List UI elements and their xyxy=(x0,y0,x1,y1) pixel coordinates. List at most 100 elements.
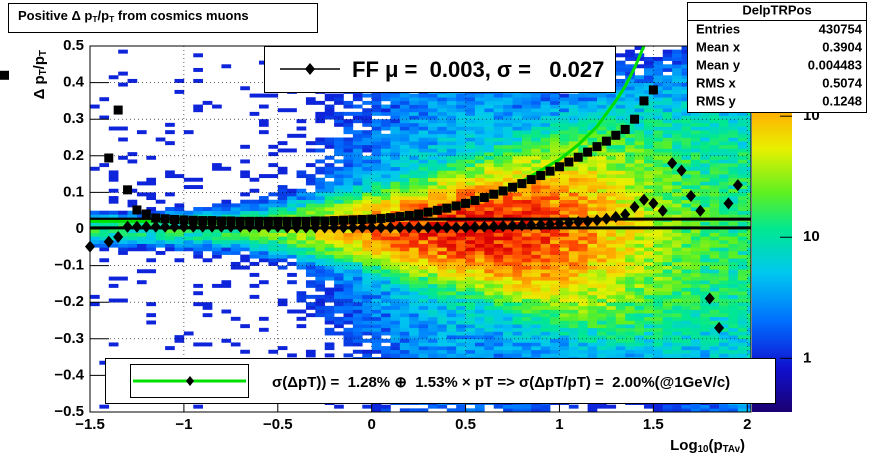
heatmap-cell xyxy=(521,338,532,343)
heatmap-cell xyxy=(136,221,147,226)
heatmap-cell xyxy=(747,261,751,266)
heatmap-cell xyxy=(202,302,213,307)
heatmap-cell xyxy=(334,188,344,193)
heatmap-cell xyxy=(446,144,457,149)
heatmap-cell xyxy=(737,137,748,142)
heatmap-cell xyxy=(474,236,485,241)
heatmap-cell xyxy=(737,294,748,299)
heatmap-cell xyxy=(390,115,401,120)
heatmap-cell xyxy=(183,210,194,215)
heatmap-cell xyxy=(559,108,570,113)
heatmap-cell xyxy=(446,177,457,182)
marker xyxy=(432,205,442,215)
heatmap-cell xyxy=(597,181,607,186)
heatmap-cell xyxy=(493,247,504,252)
heatmap-cell xyxy=(690,320,701,325)
heatmap-cell xyxy=(568,269,579,274)
heatmap-cell xyxy=(371,261,382,266)
heatmap-cell xyxy=(634,170,645,175)
heatmap-cell xyxy=(606,243,617,248)
heatmap-cell xyxy=(559,210,570,215)
heatmap-cell xyxy=(503,261,513,266)
heatmap-cell xyxy=(221,210,232,215)
heatmap-cell xyxy=(747,232,751,237)
heatmap-cell xyxy=(324,93,335,98)
heatmap-cell xyxy=(305,283,316,288)
heatmap-cell xyxy=(615,291,626,296)
heatmap-cell xyxy=(456,250,466,255)
heatmap-cell xyxy=(371,327,382,332)
heatmap-cell xyxy=(540,313,551,318)
heatmap-cell xyxy=(681,207,692,211)
heatmap-cell xyxy=(550,214,560,219)
heatmap-cell xyxy=(737,335,748,340)
heatmap-cell xyxy=(700,302,710,307)
heatmap-cell xyxy=(456,232,466,237)
heatmap-cell xyxy=(437,287,448,292)
heatmap-cell xyxy=(672,144,682,149)
heatmap-cell xyxy=(381,119,391,124)
heatmap-cell xyxy=(240,210,250,215)
heatmap-cell xyxy=(737,302,748,307)
heatmap-cell xyxy=(146,243,157,248)
heatmap-cell xyxy=(343,335,354,340)
heatmap-cell xyxy=(352,137,363,142)
heatmap-cell xyxy=(550,203,560,208)
heatmap-cell xyxy=(428,272,438,277)
heatmap-cell xyxy=(465,203,476,208)
heatmap-cell xyxy=(390,185,401,190)
heatmap-cell xyxy=(183,130,194,135)
heatmap-cell xyxy=(737,404,748,409)
heatmap-cell xyxy=(371,133,382,138)
heatmap-cell xyxy=(381,316,391,321)
heatmap-cell xyxy=(587,316,598,321)
heatmap-cell xyxy=(559,137,570,142)
heatmap-cell xyxy=(146,247,157,252)
heatmap-cell xyxy=(728,148,739,153)
heatmap-cell xyxy=(456,155,466,160)
heatmap-cell xyxy=(700,163,710,168)
heatmap-cell xyxy=(362,302,372,307)
heatmap-cell xyxy=(362,265,372,270)
heatmap-cell xyxy=(672,247,682,252)
heatmap-cell xyxy=(287,272,297,277)
heatmap-cell xyxy=(484,111,495,116)
heatmap-cell xyxy=(428,148,438,153)
heatmap-cell xyxy=(437,302,448,307)
heatmap-cell xyxy=(540,239,551,244)
heatmap-cell xyxy=(493,276,504,281)
heatmap-cell xyxy=(146,236,157,241)
heatmap-cell xyxy=(362,174,372,179)
heatmap-cell xyxy=(709,133,720,138)
heatmap-cell xyxy=(587,302,598,307)
heatmap-cell xyxy=(625,181,635,186)
heatmap-cell xyxy=(305,269,316,274)
heatmap-cell xyxy=(625,210,635,215)
heatmap-cell xyxy=(625,254,635,259)
heatmap-cell xyxy=(352,324,363,329)
heatmap-cell xyxy=(653,210,664,215)
heatmap-cell xyxy=(681,320,692,325)
heatmap-cell xyxy=(428,170,438,175)
heatmap-cell xyxy=(606,232,617,237)
heatmap-cell xyxy=(362,305,372,310)
heatmap-cell xyxy=(672,75,682,80)
heatmap-cell xyxy=(728,144,739,149)
heatmap-cell xyxy=(287,232,297,237)
heatmap-cell xyxy=(709,250,720,255)
heatmap-cell xyxy=(324,188,335,193)
heatmap-cell xyxy=(381,229,391,233)
heatmap-cell xyxy=(521,133,532,138)
heatmap-cell xyxy=(390,97,401,102)
heatmap-cell xyxy=(99,232,110,237)
heatmap-cell xyxy=(183,177,194,182)
heatmap-cell xyxy=(212,163,222,168)
heatmap-cell xyxy=(390,349,401,354)
heatmap-cell xyxy=(484,247,495,252)
marker xyxy=(611,130,621,140)
heatmap-cell xyxy=(428,302,438,307)
heatmap-cell xyxy=(719,331,729,336)
heatmap-cell xyxy=(428,305,438,310)
heatmap-cell xyxy=(550,199,560,204)
heatmap-cell xyxy=(568,232,579,237)
